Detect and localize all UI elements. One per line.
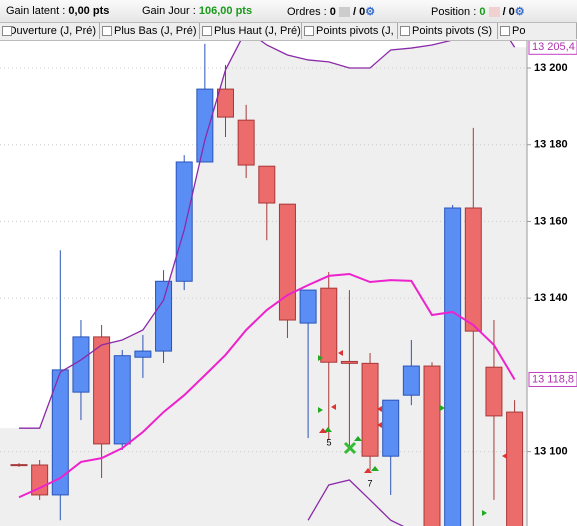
candle-body — [320, 287, 338, 363]
candle-body — [258, 165, 276, 204]
total: / 0 — [502, 6, 515, 18]
indicator-tabs: Ouverture (J, Pré) Plus Bas (J, Pré) Plu… — [0, 23, 577, 41]
signal-arrow — [377, 422, 382, 428]
value[interactable]: 0 — [479, 6, 486, 18]
signal-arrow — [377, 406, 382, 412]
candle-body — [93, 336, 111, 445]
candle-body — [155, 280, 173, 352]
signal-arrow — [338, 350, 343, 356]
y-tick-label: 13 100 — [534, 445, 568, 457]
toolbar: Gain latent : 0,00 pts Gain Jour : 106,0… — [0, 0, 577, 23]
candle-body — [382, 399, 400, 457]
signal-arrow — [318, 407, 323, 413]
y-axis-background — [527, 40, 577, 526]
tab[interactable]: Plus Bas (J, Pré) — [100, 23, 200, 39]
candle-body — [51, 369, 69, 496]
position: Position : 0 / 0⚙ — [431, 5, 525, 18]
plot-area: 57 — [0, 40, 527, 526]
icon[interactable] — [488, 7, 500, 18]
price-label-box — [528, 371, 577, 387]
signal-arrow — [331, 404, 336, 410]
tab[interactable]: Points pivots (J, Pré) — [302, 23, 398, 39]
candle-body — [31, 464, 49, 496]
indicator-line — [19, 40, 516, 429]
candle-body — [237, 119, 255, 166]
tab[interactable]: Points pivots (S) — [398, 23, 498, 39]
candle-body — [361, 362, 379, 457]
ordres: Ordres : 0 / 0⚙ — [287, 5, 375, 18]
signal-cross — [343, 441, 357, 455]
candle-body — [340, 360, 358, 364]
price-label: 13 118,8 — [532, 373, 574, 385]
candle-body — [402, 365, 420, 396]
signal-arrow — [364, 468, 372, 473]
signal-arrow — [482, 510, 487, 516]
indicator-line — [18, 272, 516, 499]
settings-icon[interactable]: ⚙ — [514, 6, 525, 18]
label: Gain Jour : — [142, 5, 196, 17]
value: 106,00 pts — [198, 5, 253, 17]
candle-body — [485, 366, 503, 417]
indicator-line — [307, 479, 405, 526]
label: Gain latent : — [6, 5, 66, 17]
y-tick-label: 13 160 — [534, 215, 568, 227]
candle-body — [134, 350, 152, 358]
gain-latent: Gain latent : 0,00 pts — [6, 5, 109, 17]
label: Position : — [431, 6, 477, 18]
signal-arrow — [440, 405, 445, 411]
candle-body — [175, 161, 193, 282]
tab[interactable]: Plus Haut (J, Pré) — [200, 23, 302, 39]
candle-body — [464, 207, 482, 332]
value: 0,00 pts — [68, 5, 110, 17]
gain-jour: Gain Jour : 106,00 pts — [142, 5, 252, 17]
signals — [318, 350, 507, 516]
candle-body — [113, 355, 131, 445]
label: Ordres : — [287, 6, 327, 18]
value[interactable]: 0 — [329, 6, 336, 18]
candle-body — [72, 336, 90, 393]
candle-body — [299, 289, 317, 324]
y-tick-label: 13 180 — [534, 139, 568, 151]
signal-arrow — [371, 466, 379, 471]
y-tick-label: 13 200 — [534, 62, 568, 74]
y-tick-label: 13 140 — [534, 292, 568, 304]
signal-arrow — [324, 427, 332, 432]
signal-arrow — [502, 453, 507, 459]
signal-arrow — [318, 355, 323, 361]
candle-body — [217, 88, 234, 118]
candle-body — [506, 411, 524, 526]
candle-body — [10, 464, 28, 467]
candle-body — [278, 203, 296, 321]
tab[interactable]: Po — [498, 23, 577, 39]
tab[interactable]: Ouverture (J, Pré) — [0, 23, 100, 39]
total: / 0 — [353, 6, 366, 18]
signal-arrow — [319, 428, 327, 433]
price-label: 13 205,4 — [532, 41, 575, 53]
icon[interactable] — [338, 7, 350, 18]
annotation: 7 — [367, 478, 372, 488]
y-axis: 13 100 13 140 13 160 13 180 13 200 13 205,4 13… — [527, 39, 577, 457]
signal-arrow — [354, 436, 362, 441]
settings-icon[interactable]: ⚙ — [365, 6, 376, 18]
annotation: 5 — [326, 437, 331, 447]
candle-body — [444, 207, 462, 526]
candle-body — [196, 88, 214, 163]
candle-body — [423, 365, 441, 526]
